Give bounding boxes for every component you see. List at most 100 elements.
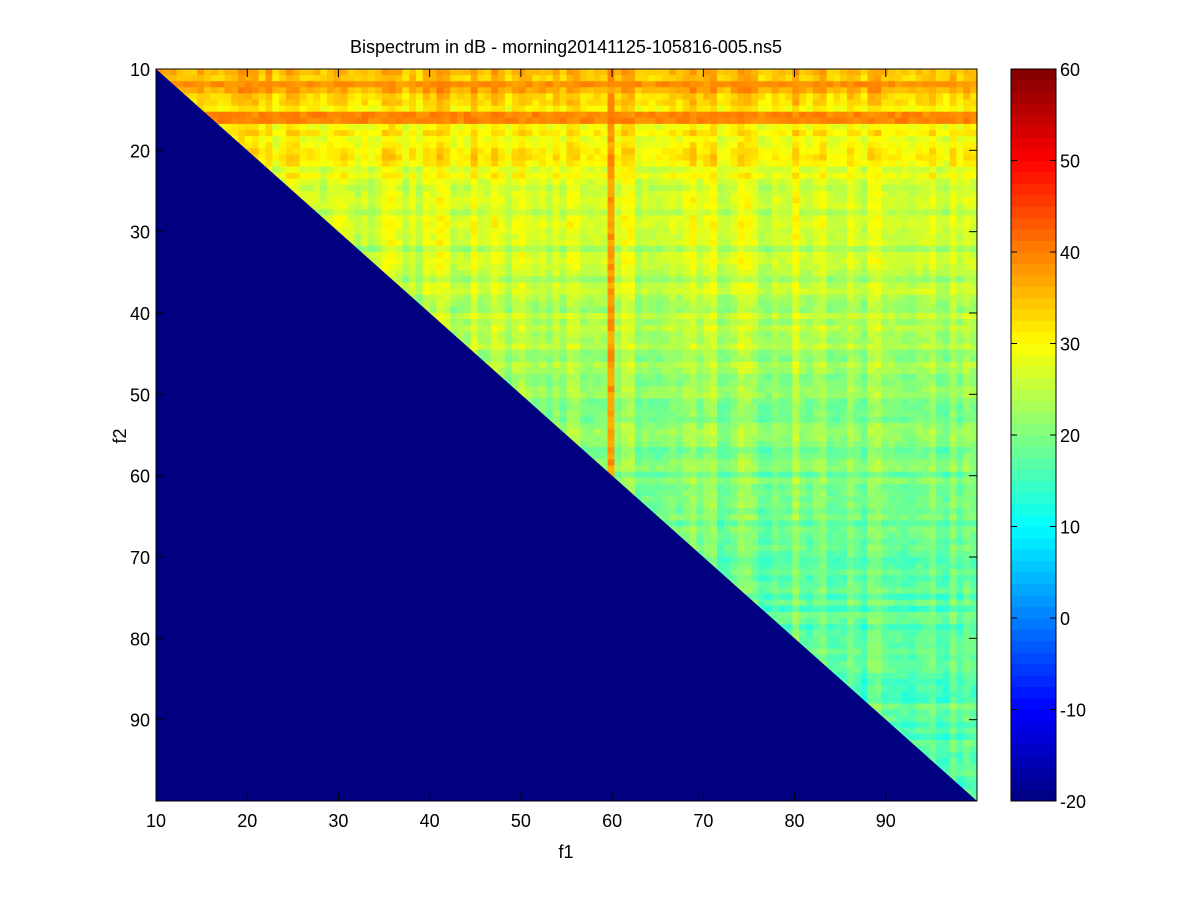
- heatmap-cell: [840, 361, 848, 369]
- heatmap-cell: [566, 191, 574, 198]
- heatmap-cell: [374, 136, 383, 143]
- heatmap-cell: [545, 392, 554, 399]
- heatmap-cell: [648, 233, 656, 241]
- heatmap-cell: [388, 197, 396, 204]
- heatmap-cell: [210, 81, 218, 88]
- heatmap-cell: [751, 172, 759, 180]
- heatmap-cell: [758, 203, 766, 210]
- heatmap-cell: [915, 117, 923, 125]
- heatmap-cell: [778, 130, 786, 137]
- heatmap-cell: [785, 227, 793, 235]
- heatmap-cell: [409, 184, 417, 192]
- heatmap-cell: [183, 81, 191, 88]
- heatmap-cell: [429, 209, 437, 216]
- heatmap-cell: [860, 154, 868, 161]
- heatmap-cell: [327, 69, 335, 76]
- heatmap-cell: [587, 264, 595, 271]
- heatmap-cell: [532, 276, 540, 283]
- heatmap-cell: [826, 337, 834, 344]
- heatmap-cell: [819, 209, 827, 216]
- heatmap-cell: [580, 361, 588, 369]
- heatmap-cell: [717, 319, 725, 326]
- heatmap-cell: [539, 386, 547, 393]
- heatmap-cell: [347, 99, 355, 106]
- heatmap-cell: [381, 245, 390, 253]
- heatmap-cell: [265, 99, 273, 106]
- heatmap-cell: [566, 172, 574, 180]
- heatmap-cell: [244, 81, 253, 88]
- heatmap-cell: [292, 166, 301, 174]
- heatmap-cell: [833, 111, 841, 119]
- heatmap-cell: [812, 252, 821, 259]
- heatmap-cell: [894, 276, 903, 283]
- heatmap-cell: [628, 361, 636, 369]
- heatmap-cell: [963, 209, 971, 216]
- heatmap-cell: [628, 294, 636, 302]
- heatmap-cell: [484, 252, 492, 259]
- heatmap-cell: [819, 252, 827, 259]
- heatmap-cell: [730, 93, 738, 100]
- heatmap-cell: [600, 361, 608, 369]
- heatmap-cell: [545, 276, 554, 283]
- heatmap-cell: [689, 386, 697, 393]
- heatmap-cell: [744, 325, 752, 332]
- heatmap-cell: [470, 270, 478, 277]
- heatmap-cell: [224, 87, 232, 94]
- heatmap-cell: [504, 166, 513, 174]
- heatmap-cell: [771, 117, 779, 125]
- heatmap-cell: [436, 300, 444, 308]
- heatmap-cell: [675, 166, 684, 174]
- heatmap-cell: [477, 75, 485, 82]
- heatmap-cell: [238, 111, 246, 119]
- heatmap-cell: [942, 136, 951, 143]
- heatmap-cell: [607, 355, 615, 363]
- heatmap-cell: [374, 160, 383, 167]
- heatmap-cell: [511, 184, 520, 192]
- heatmap-cell: [888, 227, 896, 235]
- heatmap-cell: [539, 355, 547, 363]
- heatmap-cell: [942, 239, 951, 247]
- heatmap-cell: [942, 75, 951, 82]
- heatmap-cell: [525, 130, 533, 137]
- heatmap-cell: [422, 233, 431, 241]
- heatmap-cell: [580, 343, 588, 350]
- heatmap-cell: [956, 361, 964, 369]
- heatmap-cell: [628, 270, 636, 277]
- heatmap-cell: [655, 386, 663, 393]
- heatmap-cell: [662, 245, 670, 253]
- heatmap-cell: [956, 367, 964, 375]
- heatmap-cell: [388, 227, 396, 235]
- heatmap-cell: [443, 148, 451, 155]
- heatmap-cell: [368, 245, 376, 253]
- heatmap-cell: [915, 239, 923, 247]
- heatmap-cell: [628, 160, 636, 167]
- heatmap-cell: [511, 294, 520, 302]
- heatmap-cell: [881, 233, 889, 241]
- heatmap-cell: [963, 386, 971, 393]
- heatmap-cell: [628, 172, 636, 180]
- heatmap-cell: [388, 270, 396, 277]
- heatmap-cell: [819, 99, 827, 106]
- heatmap-cell: [867, 209, 875, 216]
- heatmap-cell: [498, 306, 506, 314]
- heatmap-cell: [949, 123, 957, 131]
- heatmap-cell: [778, 215, 786, 222]
- heatmap-cell: [710, 221, 718, 228]
- heatmap-cell: [785, 245, 793, 253]
- heatmap-cell: [710, 361, 718, 369]
- heatmap-cell: [853, 172, 862, 180]
- heatmap-cell: [628, 197, 636, 204]
- heatmap-cell: [559, 367, 567, 375]
- heatmap-cell: [915, 99, 923, 106]
- heatmap-cell: [840, 374, 848, 381]
- heatmap-cell: [963, 276, 971, 283]
- heatmap-cell: [751, 99, 759, 106]
- heatmap-cell: [682, 87, 691, 94]
- heatmap-cell: [826, 69, 834, 76]
- heatmap-cell: [833, 313, 841, 320]
- heatmap-cell: [894, 136, 903, 143]
- heatmap-cell: [915, 221, 923, 228]
- heatmap-cell: [881, 374, 889, 381]
- heatmap-cell: [860, 294, 868, 302]
- heatmap-cell: [778, 69, 786, 76]
